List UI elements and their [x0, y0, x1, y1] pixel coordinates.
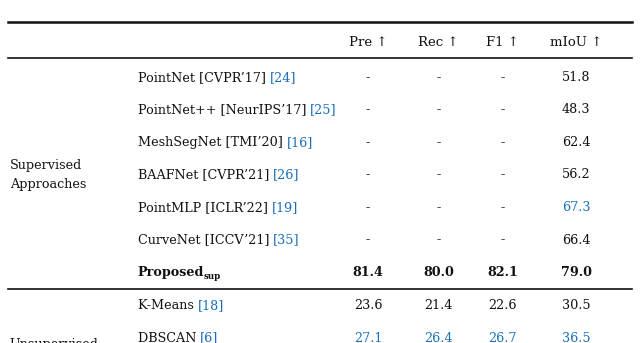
Text: -: - — [366, 168, 370, 181]
Text: [35]: [35] — [273, 234, 300, 247]
Text: 79.0: 79.0 — [561, 266, 591, 279]
Text: CurveNet [ICCV’21]: CurveNet [ICCV’21] — [138, 234, 273, 247]
Text: mIoU ↑: mIoU ↑ — [550, 36, 602, 49]
Text: 66.4: 66.4 — [562, 234, 590, 247]
Text: -: - — [436, 168, 440, 181]
Text: -: - — [500, 103, 504, 116]
Text: -: - — [366, 103, 370, 116]
Text: 27.1: 27.1 — [354, 332, 382, 343]
Text: 22.6: 22.6 — [488, 299, 516, 312]
Text: -: - — [366, 201, 370, 214]
Text: [25]: [25] — [310, 103, 337, 116]
Text: -: - — [366, 71, 370, 84]
Text: PointMLP [ICLR’22]: PointMLP [ICLR’22] — [138, 201, 271, 214]
Text: [6]: [6] — [200, 332, 218, 343]
Text: -: - — [436, 103, 440, 116]
Text: 30.5: 30.5 — [562, 299, 590, 312]
Text: 36.5: 36.5 — [562, 332, 590, 343]
Text: 26.7: 26.7 — [488, 332, 516, 343]
Text: 82.1: 82.1 — [487, 266, 518, 279]
Text: -: - — [500, 168, 504, 181]
Text: PointNet++ [NeurIPS’17]: PointNet++ [NeurIPS’17] — [138, 103, 310, 116]
Text: Proposed: Proposed — [138, 266, 204, 279]
Text: -: - — [500, 234, 504, 247]
Text: PointNet [CVPR’17]: PointNet [CVPR’17] — [138, 71, 269, 84]
Text: 67.3: 67.3 — [562, 201, 590, 214]
Text: [26]: [26] — [273, 168, 300, 181]
Text: -: - — [500, 201, 504, 214]
Text: Pre ↑: Pre ↑ — [349, 36, 387, 49]
Text: DBSCAN: DBSCAN — [138, 332, 200, 343]
Text: BAAFNet [CVPR’21]: BAAFNet [CVPR’21] — [138, 168, 273, 181]
Text: MeshSegNet [TMI’20]: MeshSegNet [TMI’20] — [138, 136, 287, 149]
Text: Rec ↑: Rec ↑ — [418, 36, 459, 49]
Text: 48.3: 48.3 — [562, 103, 590, 116]
Text: F1 ↑: F1 ↑ — [486, 36, 519, 49]
Text: 26.4: 26.4 — [424, 332, 452, 343]
Text: 80.0: 80.0 — [423, 266, 454, 279]
Text: [19]: [19] — [271, 201, 298, 214]
Text: sup: sup — [204, 272, 221, 281]
Text: Unsupervised
Approaches: Unsupervised Approaches — [10, 338, 99, 343]
Text: 23.6: 23.6 — [354, 299, 382, 312]
Text: 81.4: 81.4 — [353, 266, 383, 279]
Text: 51.8: 51.8 — [562, 71, 590, 84]
Text: [18]: [18] — [198, 299, 224, 312]
Text: 56.2: 56.2 — [562, 168, 590, 181]
Text: -: - — [436, 136, 440, 149]
Text: -: - — [500, 71, 504, 84]
Text: -: - — [436, 201, 440, 214]
Text: -: - — [500, 136, 504, 149]
Text: K-Means: K-Means — [138, 299, 198, 312]
Text: [16]: [16] — [287, 136, 313, 149]
Text: -: - — [436, 71, 440, 84]
Text: 62.4: 62.4 — [562, 136, 590, 149]
Text: [24]: [24] — [269, 71, 296, 84]
Text: 21.4: 21.4 — [424, 299, 452, 312]
Text: -: - — [366, 234, 370, 247]
Text: -: - — [436, 234, 440, 247]
Text: Supervised
Approaches: Supervised Approaches — [10, 159, 86, 191]
Text: -: - — [366, 136, 370, 149]
